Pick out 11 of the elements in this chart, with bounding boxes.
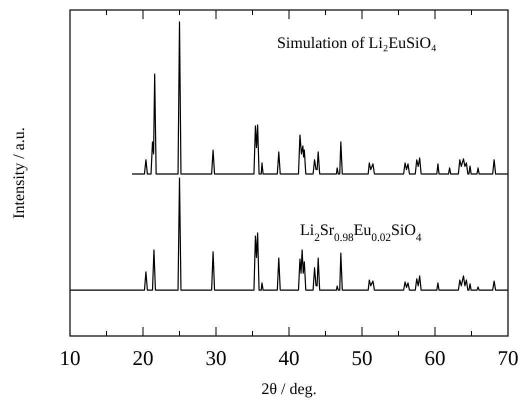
x-tick-label: 50 bbox=[352, 346, 372, 370]
x-tick-label: 40 bbox=[278, 346, 300, 370]
series-label: Li$_{2}$Sr$_{0.98}$Eu$_{0.02}$SiO$_{4}$ bbox=[300, 222, 422, 244]
x-axis-title: 2θ / deg. bbox=[261, 381, 317, 398]
legend-label: Simulation of Li₂EuSiO₄ bbox=[277, 34, 438, 52]
x-tick-label: 20 bbox=[132, 346, 154, 370]
y-axis-title: Intensity / a.u. bbox=[11, 127, 28, 219]
x-tick-label: 60 bbox=[424, 346, 446, 370]
x-tick-label: 30 bbox=[206, 346, 226, 370]
x-tick-label: 70 bbox=[498, 346, 518, 370]
x-tick-label: 10 bbox=[60, 346, 80, 370]
